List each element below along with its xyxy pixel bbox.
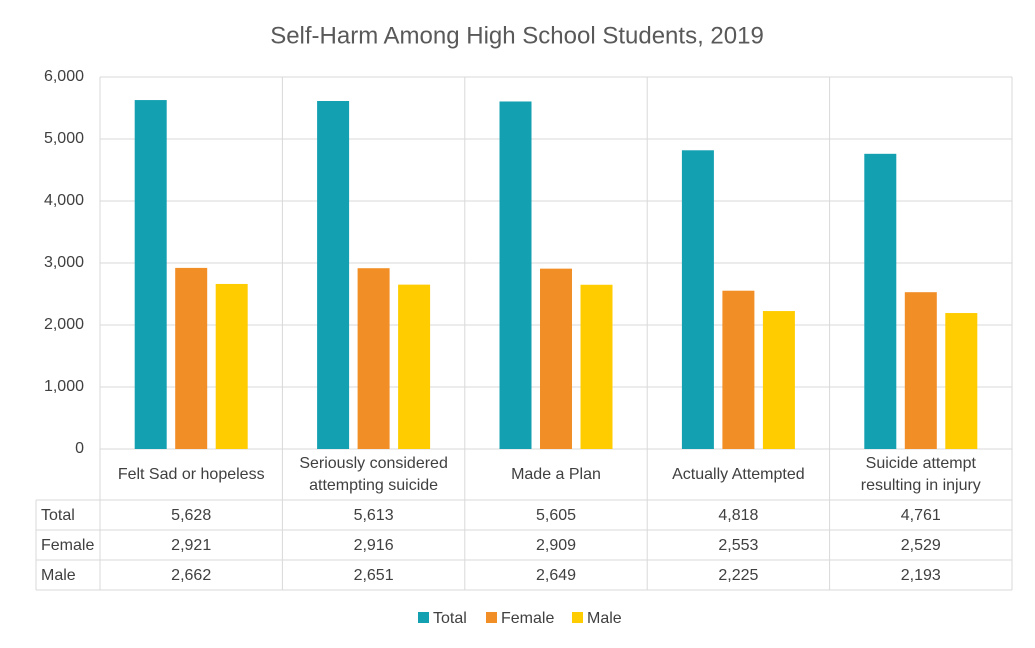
table-cell: 2,662 bbox=[171, 567, 211, 584]
legend-label: Female bbox=[501, 610, 554, 627]
y-tick-label: 4,000 bbox=[44, 192, 84, 209]
table-row-header: Male bbox=[41, 567, 76, 584]
bar bbox=[175, 267, 208, 449]
table-cell: 5,628 bbox=[171, 507, 211, 524]
y-tick-label: 5,000 bbox=[44, 130, 84, 147]
legend-swatch bbox=[418, 612, 429, 623]
bar bbox=[580, 284, 613, 449]
table-cell: 5,605 bbox=[536, 507, 576, 524]
bar bbox=[540, 268, 572, 449]
y-tick-label: 2,000 bbox=[44, 316, 84, 333]
table-cell: 2,553 bbox=[718, 537, 758, 554]
table-cell: 2,916 bbox=[354, 537, 394, 554]
table-cell: 2,651 bbox=[354, 567, 394, 584]
bar bbox=[904, 292, 937, 449]
bar bbox=[317, 100, 350, 449]
x-tick-label: Made a Plan bbox=[511, 465, 601, 483]
table-cell: 4,818 bbox=[718, 507, 758, 524]
bar bbox=[722, 290, 755, 449]
chart-title: Self-Harm Among High School Students, 20… bbox=[270, 22, 764, 49]
table-cell: 2,909 bbox=[536, 537, 576, 554]
legend-label: Male bbox=[587, 610, 622, 627]
y-tick-label: 1,000 bbox=[44, 378, 84, 395]
bar bbox=[864, 153, 897, 449]
bar bbox=[215, 283, 248, 449]
legend-swatch bbox=[572, 612, 583, 623]
table-cell: 2,921 bbox=[171, 537, 211, 554]
legend-swatch bbox=[486, 612, 497, 623]
table-cell: 2,649 bbox=[536, 567, 576, 584]
table-row-header: Total bbox=[41, 507, 75, 524]
table-cell: 5,613 bbox=[354, 507, 394, 524]
bar bbox=[499, 101, 532, 450]
bar bbox=[398, 284, 431, 449]
bar bbox=[681, 150, 714, 449]
x-tick-label: Actually Attempted bbox=[672, 465, 805, 483]
bar bbox=[945, 313, 978, 449]
table-row-header: Female bbox=[41, 537, 94, 554]
y-tick-label: 6,000 bbox=[44, 68, 84, 85]
y-tick-label: 0 bbox=[75, 440, 84, 457]
bar bbox=[762, 311, 795, 449]
table-cell: 4,761 bbox=[901, 507, 941, 524]
x-tick-label: Seriously considered attempting suicide bbox=[299, 454, 448, 494]
y-tick-label: 3,000 bbox=[44, 254, 84, 271]
table-cell: 2,193 bbox=[901, 567, 941, 584]
legend-label: Total bbox=[433, 610, 467, 627]
table-cell: 2,225 bbox=[718, 567, 758, 584]
table-cell: 2,529 bbox=[901, 537, 941, 554]
bar bbox=[357, 268, 390, 449]
x-tick-label: Suicide attempt resulting in injury bbox=[860, 454, 981, 494]
x-tick-label: Felt Sad or hopeless bbox=[117, 465, 265, 483]
bar bbox=[134, 100, 167, 450]
